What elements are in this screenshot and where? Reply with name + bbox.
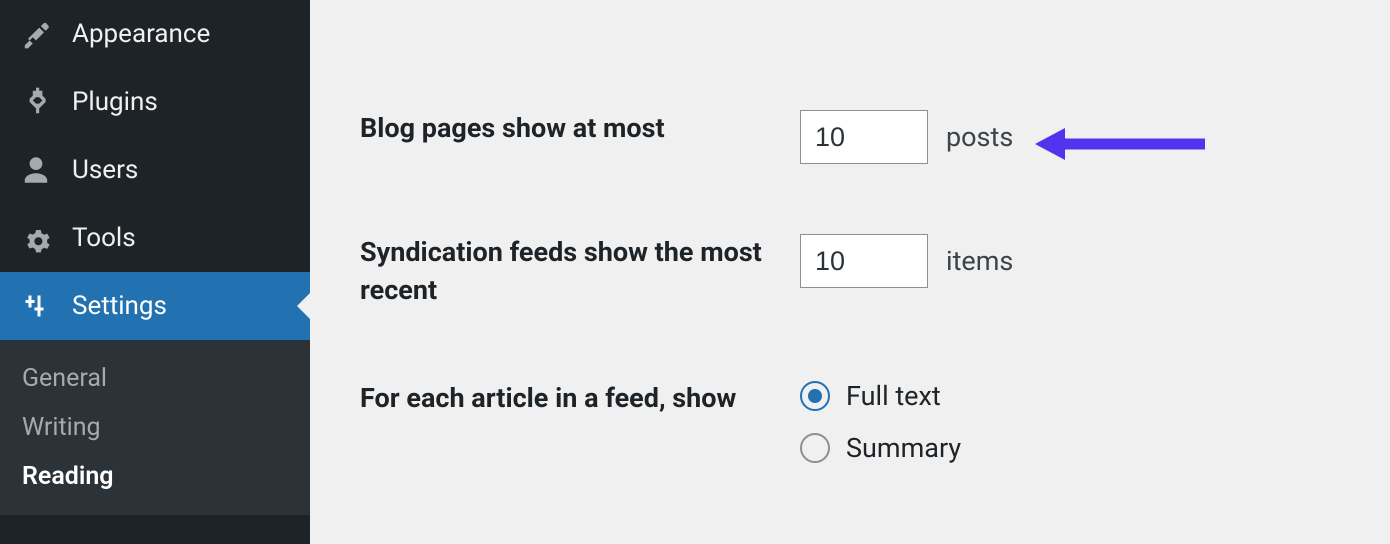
suffix-blog-pages: posts — [946, 121, 1013, 153]
radio-label-full: Full text — [846, 380, 941, 412]
row-blog-pages: Blog pages show at most posts — [360, 110, 1340, 164]
input-blog-pages[interactable] — [800, 110, 928, 164]
sidebar-item-plugins[interactable]: Plugins — [0, 68, 310, 136]
radio-circle-icon — [800, 433, 830, 463]
sidebar-item-appearance[interactable]: Appearance — [0, 0, 310, 68]
radio-summary[interactable]: Summary — [800, 432, 961, 464]
submenu-writing[interactable]: Writing — [0, 403, 310, 452]
field-blog-pages: posts — [800, 110, 1013, 164]
admin-sidebar: Appearance Plugins Users Tools Settings … — [0, 0, 310, 544]
sidebar-item-label: Appearance — [72, 19, 210, 49]
sidebar-item-settings[interactable]: Settings — [0, 272, 310, 340]
tools-icon — [18, 220, 54, 256]
sidebar-item-tools[interactable]: Tools — [0, 204, 310, 272]
suffix-syndication: items — [946, 245, 1013, 277]
label-blog-pages: Blog pages show at most — [360, 110, 800, 148]
settings-content: Blog pages show at most posts Syndicatio… — [310, 0, 1390, 544]
sidebar-item-label: Settings — [72, 291, 167, 321]
radio-label-summary: Summary — [846, 432, 961, 464]
appearance-icon — [18, 16, 54, 52]
label-feed-content: For each article in a feed, show — [360, 380, 800, 418]
radio-group-feed: Full text Summary — [800, 380, 961, 464]
submenu-general[interactable]: General — [0, 354, 310, 403]
plugins-icon — [18, 84, 54, 120]
input-syndication[interactable] — [800, 234, 928, 288]
sidebar-item-users[interactable]: Users — [0, 136, 310, 204]
submenu-reading[interactable]: Reading — [0, 452, 310, 501]
settings-submenu: General Writing Reading — [0, 340, 310, 515]
sidebar-item-label: Tools — [72, 223, 136, 253]
users-icon — [18, 152, 54, 188]
radio-full-text[interactable]: Full text — [800, 380, 961, 412]
label-syndication: Syndication feeds show the most recent — [360, 234, 800, 310]
row-feed-content: For each article in a feed, show Full te… — [360, 380, 1340, 464]
field-syndication: items — [800, 234, 1013, 288]
radio-circle-icon — [800, 381, 830, 411]
sidebar-item-label: Users — [72, 155, 138, 185]
row-syndication: Syndication feeds show the most recent i… — [360, 234, 1340, 310]
sidebar-item-label: Plugins — [72, 87, 158, 117]
settings-icon — [18, 288, 54, 324]
